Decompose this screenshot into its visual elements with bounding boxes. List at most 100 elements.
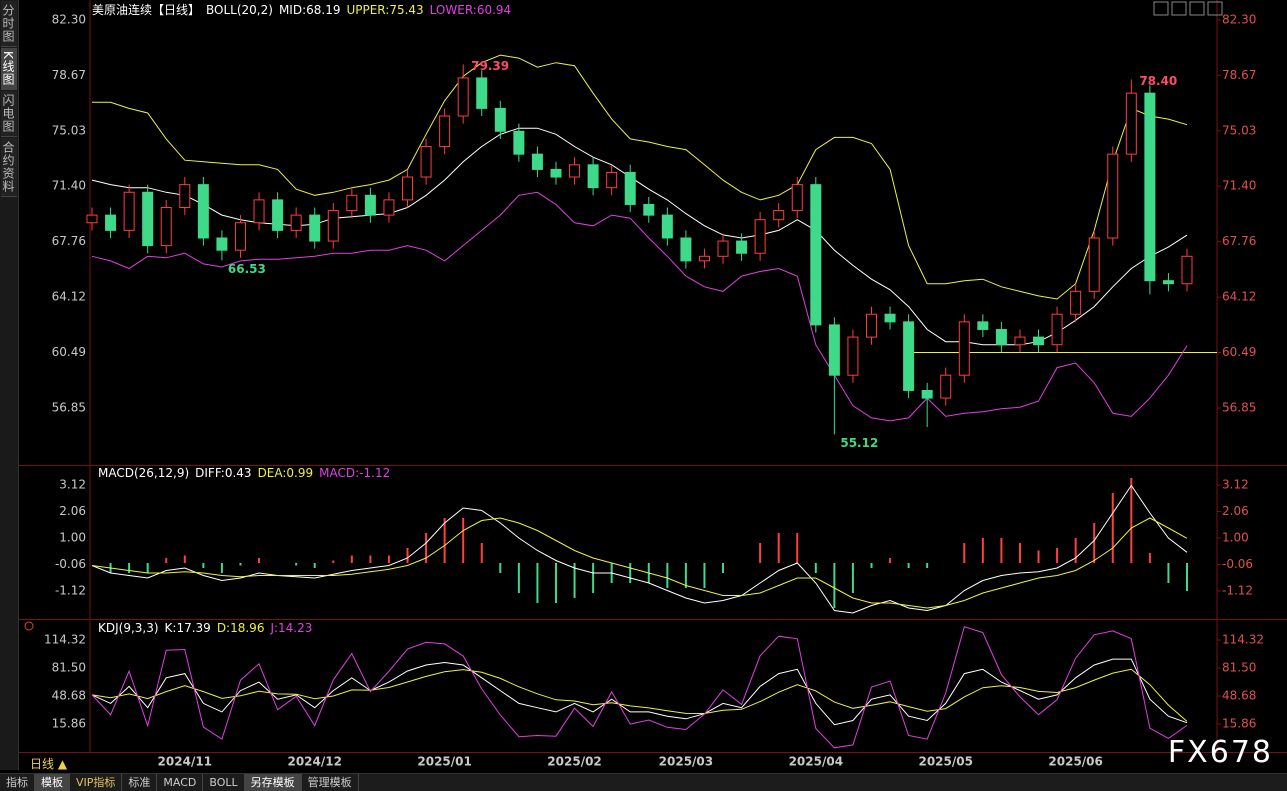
high-label: 78.40 <box>1139 74 1177 88</box>
toolbar-icons <box>1153 1 1223 16</box>
sidebar-tab[interactable]: 闪电图 <box>1 90 17 137</box>
icon[interactable] <box>1171 1 1187 16</box>
sidebar: 分时图 K线图 闪电图 合约资料 <box>0 0 19 770</box>
candle-body <box>661 214 673 239</box>
candle-body <box>531 153 543 170</box>
bottom-tab[interactable]: VIP指标 <box>70 774 123 791</box>
y-tick-label: 60.49 <box>52 345 86 359</box>
background <box>0 0 1287 773</box>
candle-body <box>940 374 952 399</box>
indicator-name: MACD(26,12,9) <box>98 466 189 480</box>
candle-body <box>550 168 562 178</box>
y-tick-label: 71.40 <box>52 179 86 193</box>
x-tick-label: 2025/01 <box>417 755 471 769</box>
y-tick-label: 71.40 <box>1222 179 1256 193</box>
candle-body <box>142 191 154 247</box>
period-selector[interactable]: 日线 ▲ <box>30 757 68 771</box>
sidebar-tab[interactable]: 分时图 <box>1 1 17 47</box>
candle-body <box>828 324 840 376</box>
candle-body <box>1070 290 1082 315</box>
x-tick-label: 2025/06 <box>1048 755 1102 769</box>
candle-body <box>754 219 766 254</box>
legend-entry: MACD:-1.12 <box>319 466 390 480</box>
candle-body <box>791 184 803 212</box>
candle-body <box>717 240 729 257</box>
candle-body <box>364 194 376 216</box>
candle-body <box>995 328 1007 346</box>
sidebar-tab[interactable]: K线图 <box>1 48 17 90</box>
y-tick-label: 64.12 <box>52 290 86 304</box>
candle-body <box>346 194 358 212</box>
bottom-tab[interactable]: 另存模板 <box>244 774 302 791</box>
watermark: FX678 <box>1167 735 1273 770</box>
high-label: 79.39 <box>471 59 509 73</box>
y-tick-label: 67.76 <box>52 234 86 248</box>
x-tick-label: 2024/12 <box>287 755 341 769</box>
y-tick-label: 60.49 <box>1222 345 1256 359</box>
candle-body <box>86 214 98 224</box>
candle-body <box>513 130 525 155</box>
candle-body <box>476 77 488 109</box>
candle-body <box>309 214 321 242</box>
candle-body <box>1088 237 1100 292</box>
legend-entry: UPPER:75.43 <box>346 3 423 17</box>
y-tick-label: 82.30 <box>52 12 86 26</box>
candle-body <box>587 164 599 189</box>
candle-body <box>253 199 265 224</box>
indicator-line <box>91 191 1188 422</box>
y-tick-label: -1.12 <box>1222 584 1253 598</box>
y-tick-label: 78.67 <box>52 68 86 82</box>
candle-body <box>698 255 710 262</box>
indicator-line <box>91 658 1188 726</box>
y-tick-label: 15.86 <box>1222 717 1256 731</box>
bottom-tab[interactable]: 标准 <box>122 774 158 791</box>
bottom-tab[interactable]: BOLL <box>203 774 245 791</box>
candle-body <box>439 115 451 148</box>
y-tick-label: 67.76 <box>1222 234 1256 248</box>
bottom-tab[interactable]: MACD <box>157 774 204 791</box>
y-tick-label: 1.00 <box>59 531 86 545</box>
y-tick-label: 75.03 <box>52 123 86 137</box>
legend-entry: DEA:0.99 <box>258 466 314 480</box>
y-tick-label: 15.86 <box>52 717 86 731</box>
candle-body <box>736 240 748 254</box>
x-tick-label: 2024/11 <box>158 755 212 769</box>
y-tick-label: -0.06 <box>55 557 86 571</box>
bottom-tab[interactable]: 指标 <box>0 774 35 791</box>
indicator-line <box>91 517 1188 609</box>
icon[interactable] <box>1207 1 1223 16</box>
indicator-name: KDJ(9,3,3) <box>98 621 159 635</box>
sidebar-tab[interactable]: 合约资料 <box>1 137 17 197</box>
icon[interactable] <box>1153 1 1169 16</box>
legend-entry: MID:68.19 <box>279 3 341 17</box>
candle-body <box>1162 280 1174 285</box>
indicator-line <box>91 626 1188 749</box>
chart-title: 美原油连续【日线】 <box>92 2 200 17</box>
bottom-tab[interactable]: 管理模板 <box>302 774 359 791</box>
candle-body <box>958 321 970 376</box>
legend-entry: DIFF:0.43 <box>195 466 251 480</box>
candle-body <box>105 214 117 231</box>
low-label: 55.12 <box>840 436 878 450</box>
bottom-tab[interactable]: 模板 <box>35 774 70 791</box>
candle-body <box>643 203 655 216</box>
candle-body <box>773 210 785 221</box>
panel-header: 美原油连续【日线】 BOLL(20,2) MID:68.19 UPPER:75.43 L… <box>92 2 511 17</box>
y-tick-label: 81.50 <box>52 661 86 675</box>
icon[interactable] <box>1189 1 1205 16</box>
indicator-name: BOLL(20,2) <box>206 3 273 17</box>
y-tick-label: 3.12 <box>1222 478 1249 492</box>
candle-body <box>1051 313 1063 346</box>
y-tick-label: 114.32 <box>1222 633 1264 647</box>
panel-header: MACD(26,12,9) DIFF:0.43 DEA:0.99 MACD:-1.12 <box>98 466 390 480</box>
y-tick-label: 56.85 <box>1222 400 1256 414</box>
y-tick-label: 48.68 <box>52 689 86 703</box>
candle-body <box>1014 336 1026 346</box>
y-tick-label: -1.12 <box>55 584 86 598</box>
y-tick-label: 81.50 <box>1222 661 1256 675</box>
low-label: 66.53 <box>228 262 266 276</box>
candle-body <box>290 214 302 231</box>
y-tick-label: 82.30 <box>1222 12 1256 26</box>
y-tick-label: 48.68 <box>1222 689 1256 703</box>
